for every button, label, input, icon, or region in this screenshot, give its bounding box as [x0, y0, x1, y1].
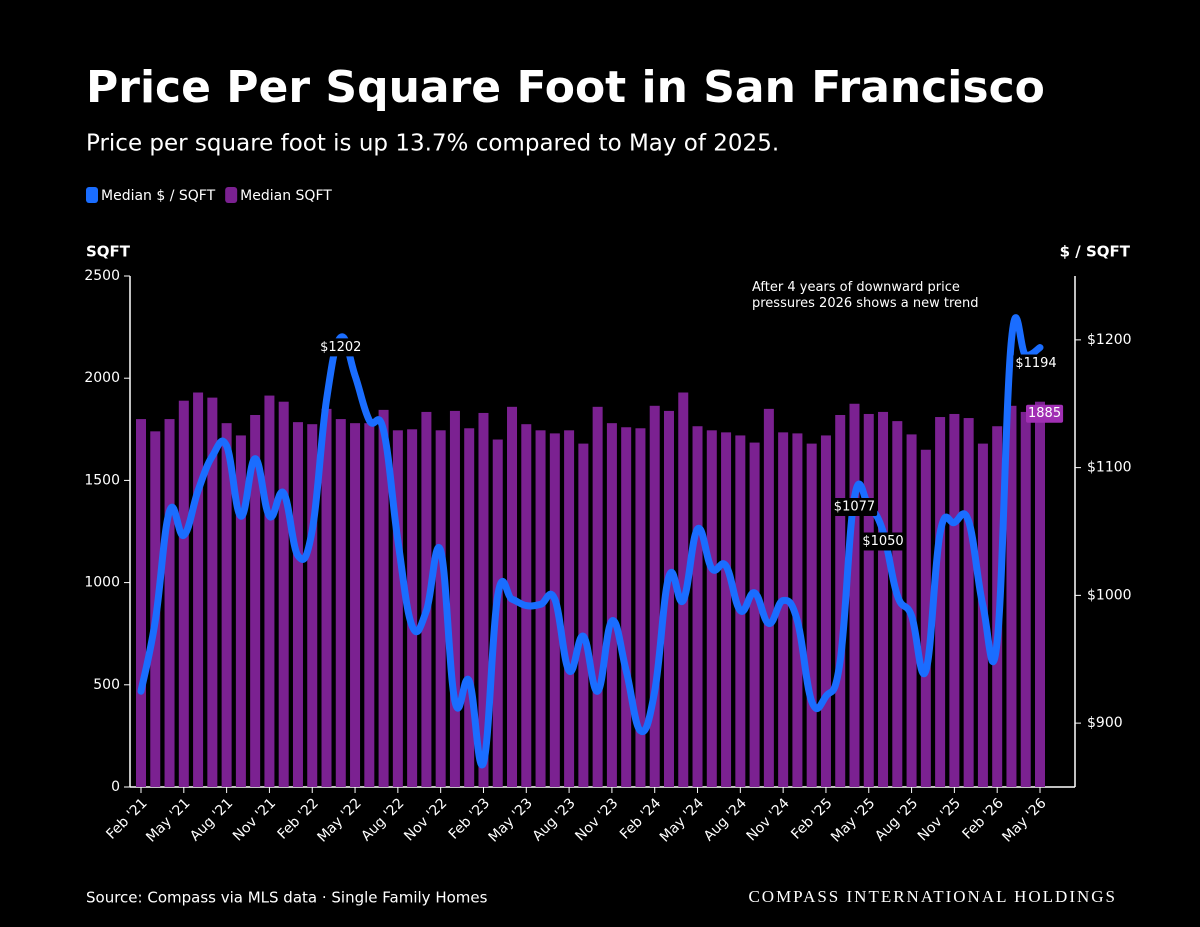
y-axis-title: SQFT — [86, 243, 131, 261]
bar — [535, 430, 546, 787]
data-label-group: $1194 — [1013, 354, 1059, 373]
bar — [464, 428, 475, 787]
bar — [949, 413, 960, 787]
brand: COMPASS INTERNATIONAL HOLDINGS — [748, 887, 1117, 906]
data-label-bg — [318, 338, 364, 357]
bar — [136, 419, 146, 787]
bar — [763, 408, 774, 787]
bar — [278, 401, 289, 787]
bar — [749, 442, 760, 787]
bar — [449, 410, 460, 787]
bar — [692, 426, 703, 787]
y2-tick-label: $900 — [1087, 715, 1123, 731]
bar — [935, 417, 946, 787]
bar — [164, 419, 175, 787]
data-label: $1202 — [320, 340, 361, 355]
bar — [592, 406, 603, 787]
data-label: $1077 — [834, 500, 875, 515]
bar — [835, 414, 846, 787]
y-tick-label: 2000 — [84, 370, 120, 386]
y-tick-label: 500 — [93, 677, 120, 693]
data-label: $1050 — [862, 534, 903, 549]
bar — [706, 430, 717, 787]
source: Source: Compass via MLS data · Single Fa… — [86, 889, 488, 907]
bar — [635, 428, 646, 787]
bar — [963, 418, 974, 787]
legend-label: Median $ / SQFT — [101, 188, 216, 204]
bar — [1020, 411, 1031, 787]
bar — [806, 443, 817, 787]
y-tick-label: 2500 — [84, 268, 120, 284]
bar — [820, 435, 831, 787]
bar — [350, 423, 361, 787]
bar — [207, 397, 218, 787]
bar — [920, 449, 931, 787]
y-tick-label: 1000 — [84, 575, 120, 591]
legend-swatch — [225, 187, 238, 203]
bar — [392, 430, 403, 787]
bar — [1006, 405, 1017, 787]
bar — [564, 430, 575, 787]
bar — [364, 423, 375, 787]
bar — [1035, 401, 1045, 787]
y2-axis-title: $ / SQFT — [1060, 243, 1131, 261]
bar — [663, 410, 674, 787]
bar — [307, 424, 318, 787]
line — [137, 314, 1044, 769]
bar — [378, 409, 389, 787]
bar — [407, 429, 418, 787]
data-label-bg — [831, 498, 878, 517]
bar — [193, 392, 204, 787]
bar — [849, 403, 860, 787]
bar — [221, 423, 232, 787]
bar — [878, 411, 889, 787]
data-label-bg — [1026, 404, 1064, 423]
data-label-group: 1885 — [1026, 404, 1064, 423]
annotation: After 4 years of downward price pressure… — [752, 280, 979, 311]
bar — [649, 405, 660, 787]
annotation-box: After 4 years of downward price pressure… — [752, 280, 979, 311]
data-label-group: $1077 — [831, 498, 878, 517]
bar — [621, 427, 632, 787]
bar — [250, 414, 261, 787]
legend-label: Median SQFT — [240, 188, 332, 204]
chart-subtitle: Price per square foot is up 13.7% compar… — [86, 131, 779, 157]
bar — [292, 422, 303, 787]
legend-swatch — [86, 187, 98, 203]
bar — [721, 432, 732, 787]
y-tick-label: 1500 — [84, 472, 120, 488]
bar — [863, 413, 874, 787]
bar — [235, 435, 246, 787]
y2-tick-label: $1100 — [1087, 460, 1132, 476]
bar — [435, 430, 446, 787]
bar — [606, 423, 617, 787]
data-label-bg — [1013, 354, 1059, 373]
bar — [578, 443, 589, 787]
data-label-bg — [860, 532, 906, 551]
y-tick-label: 0 — [111, 779, 120, 795]
data-label: $1194 — [1015, 356, 1056, 371]
y2-tick-label: $1200 — [1087, 332, 1132, 348]
bar — [478, 412, 489, 787]
bar — [264, 395, 275, 787]
bar — [778, 432, 789, 787]
bar — [321, 408, 332, 787]
chart-title: Price Per Square Foot in San Francisco — [86, 62, 1045, 113]
bar — [178, 400, 189, 787]
data-label-group: $1202 — [318, 338, 364, 357]
data-label-group: $1050 — [860, 532, 906, 551]
y2-tick-label: $1000 — [1087, 587, 1132, 603]
data-label: 1885 — [1028, 406, 1061, 421]
bar — [335, 419, 346, 787]
